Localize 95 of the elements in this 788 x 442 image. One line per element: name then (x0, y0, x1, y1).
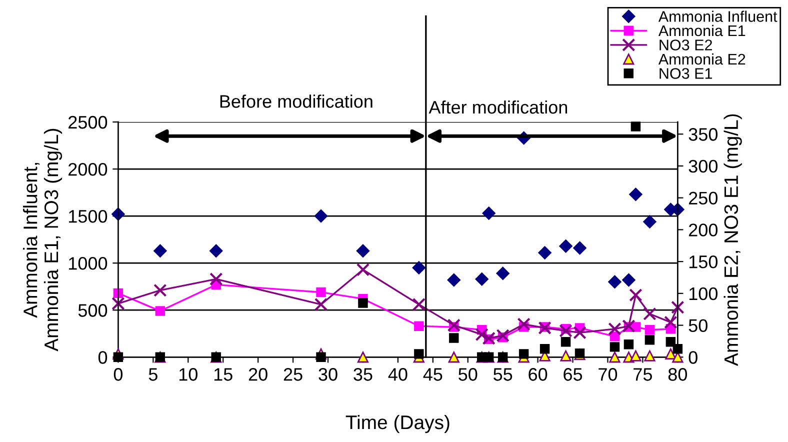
point (644, 335, 655, 345)
point (559, 240, 572, 253)
point (629, 288, 642, 302)
point (155, 306, 166, 316)
point (412, 261, 426, 274)
y-tick-label: 1000 (69, 257, 108, 270)
point (314, 209, 328, 223)
point (644, 325, 655, 335)
point (358, 298, 368, 308)
point (517, 318, 530, 331)
point (560, 350, 572, 362)
y2-tick-label: 300 (688, 160, 718, 173)
x-tick-label: 55 (494, 368, 512, 381)
x-tick-label: 10 (179, 368, 198, 381)
point (447, 273, 460, 287)
x-tick-label: 75 (634, 368, 652, 381)
point (538, 246, 552, 260)
x-tick-label: 45 (423, 368, 442, 381)
point (496, 266, 510, 280)
x-axis-title: Time (Days) (346, 414, 450, 434)
point (475, 328, 488, 342)
x-tick-label: 40 (388, 368, 408, 381)
point (482, 206, 496, 220)
y-tick-label: 2500 (68, 116, 108, 129)
point (414, 349, 424, 359)
point (357, 352, 369, 363)
y-tick-label: 500 (78, 304, 108, 317)
point (666, 336, 676, 347)
point (624, 340, 634, 350)
point (630, 122, 641, 132)
point (112, 296, 125, 310)
point (672, 344, 683, 354)
point (560, 336, 571, 347)
point (629, 188, 642, 202)
point (610, 342, 620, 352)
x-tick-label: 30 (318, 368, 338, 381)
x-tick-label: 20 (248, 368, 268, 381)
x-tick-label: 80 (668, 368, 688, 381)
x-tick-label: 35 (354, 368, 372, 381)
y2-tick-label: 100 (689, 287, 718, 300)
point (316, 287, 326, 298)
point (630, 350, 642, 362)
x-tick-label: 65 (564, 368, 582, 381)
legend-label: Ammonia E2 (658, 53, 746, 65)
point (210, 272, 223, 286)
x-tick-label: 60 (528, 368, 548, 381)
point (671, 300, 684, 314)
point (643, 215, 656, 228)
point (518, 349, 529, 359)
point (622, 273, 636, 287)
point (412, 298, 426, 312)
y2-axis-title: Ammonia E2, NO3 E1 (mg/L) (724, 114, 742, 366)
point (665, 348, 676, 360)
y2-tick-label: 350 (688, 128, 718, 141)
point (356, 263, 370, 276)
y2-tick-label: 250 (689, 192, 718, 205)
y2-tick-label: 150 (689, 255, 718, 268)
x-tick-label: 70 (598, 368, 618, 381)
point (414, 321, 424, 331)
point (644, 350, 656, 362)
y-axis-title: Ammonia Influent, Ammonia E1, NO3 (mg/L) (22, 128, 62, 352)
point (540, 344, 550, 354)
x-tick-label: 5 (148, 368, 158, 381)
point (449, 333, 459, 343)
y2-tick-label: 50 (688, 319, 708, 332)
y-tick-label: 2000 (68, 162, 108, 176)
point (448, 352, 460, 363)
y2-tick-label: 200 (689, 224, 718, 236)
text: After modification (428, 100, 568, 114)
point (608, 275, 622, 288)
x-tick-label: 25 (284, 368, 302, 381)
y-tick-label: 1500 (69, 210, 108, 223)
y-tick-label: 0 (98, 351, 108, 364)
legend-label: NO3 E2 (660, 40, 712, 50)
point (609, 352, 620, 363)
point (447, 318, 460, 332)
point (538, 321, 552, 335)
point (154, 244, 167, 258)
text: Before modification (220, 94, 372, 108)
x-tick-label: 15 (214, 368, 232, 381)
point (356, 244, 370, 258)
point (210, 244, 223, 258)
point (573, 241, 586, 255)
legend-label: NO3 E1 (660, 68, 712, 79)
point (475, 272, 488, 286)
x-tick-label: 0 (114, 368, 123, 381)
legend-label: Ammonia Influent (658, 10, 778, 22)
x-tick-label: 50 (458, 368, 478, 381)
point (316, 352, 326, 362)
legend-label: Ammonia E1 (658, 24, 746, 36)
y2-tick-label: 0 (688, 351, 698, 364)
point (154, 284, 167, 297)
point (643, 307, 656, 320)
point (314, 298, 328, 312)
point (664, 316, 678, 329)
